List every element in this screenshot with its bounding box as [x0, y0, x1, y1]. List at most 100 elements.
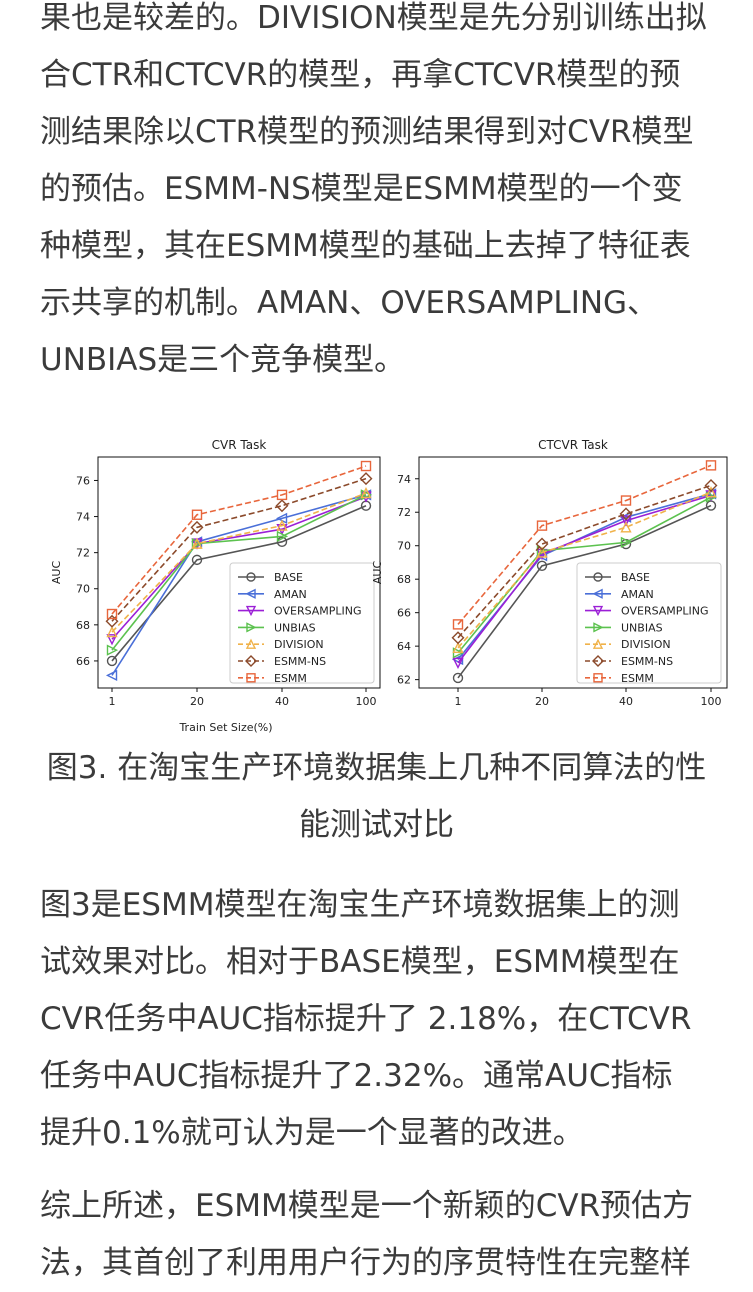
- series-line: [457, 464, 712, 625]
- data-point-marker: [245, 588, 256, 599]
- data-point-marker: [593, 572, 603, 582]
- paragraph-top: 果也是较差的。DIVISION模型是先分别训练出拟 合CTR和CTCVR的模型，…: [40, 0, 740, 389]
- data-point-marker: [276, 489, 288, 501]
- x-tick-label: 1: [455, 695, 462, 708]
- data-point-marker: [106, 625, 118, 638]
- data-point-marker: [191, 537, 203, 549]
- series-line: [111, 465, 367, 615]
- y-tick-label: 74: [397, 473, 411, 486]
- text-line: 的预估。ESMM-NS模型是ESMM模型的一个变: [40, 171, 683, 207]
- legend-entry: ESMM-NS: [238, 655, 326, 668]
- series-base: [106, 500, 372, 667]
- y-tick-label: 62: [397, 674, 411, 687]
- y-tick-label: 72: [76, 547, 90, 560]
- data-point-marker: [536, 546, 548, 558]
- data-point-marker: [593, 622, 604, 633]
- data-point-marker: [276, 536, 288, 548]
- legend-entry: ESMM: [238, 672, 307, 685]
- text-line: 果也是较差的。DIVISION模型是先分别训练出拟: [40, 0, 707, 36]
- x-tick-label: 1: [109, 695, 116, 708]
- text-line: 法，其首创了利用用户行为的序贯特性在完整样: [40, 1245, 691, 1281]
- x-tick-label: 20: [190, 695, 204, 708]
- text-line: 测结果除以CTR模型的预测结果得到对CVR模型: [40, 114, 694, 150]
- legend-entry: OVERSAMPLING: [238, 605, 362, 618]
- x-tick-label: 100: [701, 695, 722, 708]
- data-point-marker: [452, 657, 464, 669]
- chart-figure: CVR Task 66 68 70 72 74 76 1 20 40 100 AUC BASE AMAN O…: [50, 438, 728, 734]
- data-point-marker: [105, 614, 119, 628]
- series-esmm-ns: [451, 478, 718, 645]
- legend-label: DIVISION: [621, 638, 671, 651]
- plot-frame: [418, 456, 728, 689]
- legend-label: OVERSAMPLING: [621, 605, 709, 618]
- y-tick-label: 72: [397, 506, 411, 519]
- legend-label: UNBIAS: [621, 621, 663, 634]
- data-point-marker: [593, 673, 603, 683]
- series-esmm: [452, 460, 717, 630]
- data-point-marker: [592, 588, 603, 599]
- data-point-marker: [245, 638, 257, 649]
- legend-box: [229, 562, 375, 684]
- data-point-marker: [246, 622, 257, 633]
- y-tick-label: 66: [76, 655, 90, 668]
- text-line: 示共享的机制。AMAN、OVERSAMPLING、: [40, 285, 659, 321]
- series-line: [457, 496, 712, 654]
- data-point-marker: [619, 507, 633, 521]
- y-tick-label: 68: [397, 573, 411, 586]
- legend-entry: UNBIAS: [238, 621, 316, 634]
- caption-line: 能测试对比: [299, 807, 454, 843]
- data-point-marker: [106, 644, 119, 656]
- data-point-marker: [536, 520, 548, 531]
- y-tick-label: 68: [76, 619, 90, 632]
- plot-frame: [97, 456, 381, 689]
- x-tick-label: 20: [535, 695, 549, 708]
- y-axis-label: AUC: [371, 561, 384, 585]
- data-point-marker: [592, 655, 604, 667]
- text-line: 图3是ESMM模型在淘宝生产环境数据集上的测: [40, 887, 680, 923]
- legend-label: ESMM-NS: [621, 655, 673, 668]
- chart-cvr: CVR Task 66 68 70 72 74 76 1 20 40 100 AUC BASE AMAN O…: [50, 438, 381, 708]
- y-axis-label: AUC: [50, 561, 63, 585]
- data-point-marker: [105, 669, 118, 681]
- series-line: [111, 495, 367, 640]
- text-line: 综上所述，ESMM模型是一个新颖的CVR预估方: [40, 1188, 694, 1224]
- legend-label: AMAN: [274, 588, 307, 601]
- x-axis-label: Train Set Size(%): [178, 721, 272, 734]
- x-tick-label: 100: [356, 695, 377, 708]
- legend-entry: OVERSAMPLING: [585, 605, 709, 618]
- data-point-marker: [245, 605, 257, 617]
- data-point-marker: [246, 673, 256, 683]
- data-point-marker: [191, 509, 203, 520]
- series-base: [452, 500, 717, 684]
- series-esmm: [106, 460, 372, 620]
- data-point-marker: [452, 641, 464, 654]
- legend-entry: BASE: [585, 571, 650, 584]
- series-line: [457, 504, 712, 679]
- series-line: [111, 494, 367, 676]
- text-line: 提升0.1%就可认为是一个显著的改进。: [40, 1115, 584, 1151]
- series-division: [106, 487, 372, 638]
- series-esmm-ns: [105, 472, 373, 628]
- legend-label: AMAN: [621, 588, 654, 601]
- chart-title: CVR Task: [212, 438, 267, 452]
- chart-title: CTCVR Task: [538, 438, 608, 452]
- data-point-marker: [620, 521, 632, 533]
- data-point-marker: [106, 655, 118, 667]
- legend-label: ESMM: [621, 672, 654, 685]
- paragraph-bottom: 综上所述，ESMM模型是一个新颖的CVR预估方 法，其首创了利用用户行为的序贯特…: [40, 1178, 740, 1292]
- y-tick-label: 76: [76, 474, 90, 487]
- data-point-marker: [452, 619, 464, 630]
- text-line: CVR任务中AUC指标提升了 2.18%，在CTCVR: [40, 1001, 692, 1037]
- data-point-marker: [106, 608, 118, 620]
- data-point-marker: [191, 554, 203, 566]
- legend-entry: AMAN: [238, 588, 307, 601]
- figure-caption: 图3. 在淘宝生产环境数据集上几种不同算法的性 能测试对比: [0, 740, 753, 854]
- text-line: 种模型，其在ESMM模型的基础上去掉了特征表: [40, 228, 691, 264]
- legend-label: OVERSAMPLING: [274, 605, 362, 618]
- legend-label: BASE: [274, 571, 303, 584]
- data-point-marker: [451, 631, 465, 645]
- series-division: [452, 486, 717, 654]
- y-tick-label: 66: [397, 607, 411, 620]
- series-line: [111, 494, 367, 651]
- chart-legend: BASE AMAN OVERSAMPLING UNBIAS DIVISION ESMM-N…: [576, 562, 722, 685]
